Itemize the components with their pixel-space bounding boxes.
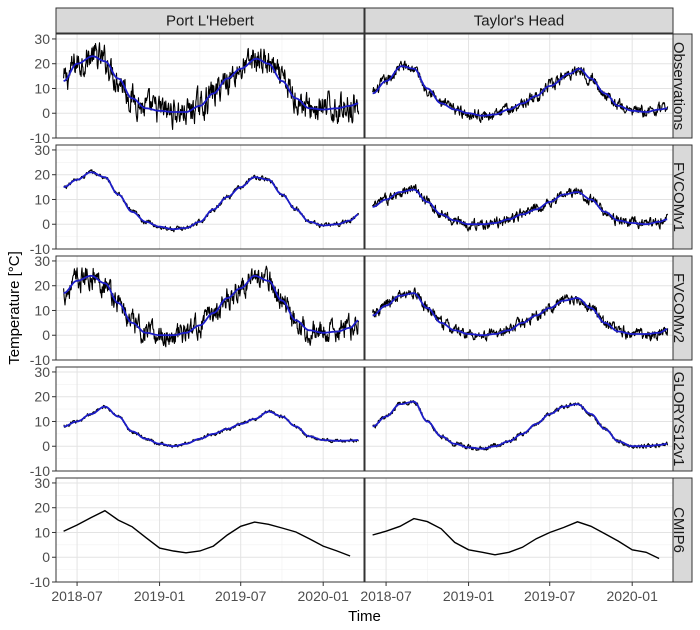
y-tick-label: -10 xyxy=(30,352,50,368)
y-tick-label: 30 xyxy=(34,364,50,380)
panel-border-port-l-hebert-glorys12v1 xyxy=(55,366,365,472)
panel-bg-port-l-hebert-glorys12v1 xyxy=(56,367,364,471)
series-smooth-port-l-hebert-glorys12v1 xyxy=(63,405,359,448)
panel-bg-taylor-s-head-fvcomv2 xyxy=(365,256,673,360)
y-tick-label: 0 xyxy=(42,216,50,232)
series-smooth-taylor-s-head-observations xyxy=(372,65,668,117)
x-tick-label: 2019-01 xyxy=(443,588,495,604)
panel-border-taylor-s-head-glorys12v1 xyxy=(364,366,674,472)
panel-border-taylor-s-head-fvcomv1 xyxy=(364,144,674,250)
strip-label-fvcomv1: FVCOMv1 xyxy=(670,162,687,232)
x-tick-label: 2020-01 xyxy=(607,588,659,604)
panel-bg-taylor-s-head-fvcomv1 xyxy=(365,145,673,249)
panel-bg-port-l-hebert-cmip6 xyxy=(56,478,364,582)
panel-border-port-l-hebert-fvcomv2 xyxy=(55,255,365,361)
series-raw-port-l-hebert-observations xyxy=(63,42,360,131)
strip-label-fvcomv2: FVCOMv2 xyxy=(670,273,687,343)
y-tick-label: 10 xyxy=(34,191,50,207)
x-tick-label: 2018-07 xyxy=(360,588,412,604)
panel-border-port-l-hebert-observations xyxy=(55,33,365,139)
x-tick-label: 2019-07 xyxy=(215,588,267,604)
y-tick-label: -10 xyxy=(30,463,50,479)
y-tick-label: 0 xyxy=(42,549,50,565)
strip-label-glorys12v1: GLORYS12v1 xyxy=(670,372,687,467)
y-tick-label: 20 xyxy=(34,389,50,405)
y-tick-label: -10 xyxy=(30,241,50,257)
series-smooth-taylor-s-head-fvcomv2 xyxy=(372,292,668,337)
strip-label-port-l-hebert: Port L'Hebert xyxy=(166,13,255,30)
series-smooth-taylor-s-head-fvcomv1 xyxy=(372,188,668,226)
series-smooth-port-l-hebert-observations xyxy=(63,55,359,113)
panel-bg-port-l-hebert-observations xyxy=(56,34,364,138)
x-tick-label: 2019-01 xyxy=(134,588,186,604)
panel-border-taylor-s-head-fvcomv2 xyxy=(364,255,674,361)
y-tick-label: 30 xyxy=(34,475,50,491)
y-tick-label: 30 xyxy=(34,31,50,47)
x-tick-label: 2019-07 xyxy=(524,588,576,604)
y-tick-label: 20 xyxy=(34,278,50,294)
series-smooth-port-l-hebert-fvcomv1 xyxy=(63,171,359,231)
x-tick-label: 2020-01 xyxy=(298,588,350,604)
panel-bg-taylor-s-head-glorys12v1 xyxy=(365,367,673,471)
panel-bg-port-l-hebert-fvcomv1 xyxy=(56,145,364,249)
panel-border-port-l-hebert-cmip6 xyxy=(55,477,365,583)
panel-border-taylor-s-head-observations xyxy=(364,33,674,139)
strip-label-taylor-s-head: Taylor's Head xyxy=(474,13,564,30)
y-tick-label: 20 xyxy=(34,167,50,183)
strip-taylor-s-head xyxy=(364,7,674,34)
y-axis-title: Temperature [°C] xyxy=(6,251,23,365)
series-line-taylor-s-head-cmip6 xyxy=(372,517,660,560)
y-tick-label: 0 xyxy=(42,327,50,343)
y-tick-label: 10 xyxy=(34,413,50,429)
y-tick-label: -10 xyxy=(30,574,50,590)
strip-label-cmip6: CMIP6 xyxy=(670,507,687,553)
y-tick-label: 10 xyxy=(34,80,50,96)
y-tick-label: 10 xyxy=(34,524,50,540)
panel-bg-taylor-s-head-cmip6 xyxy=(365,478,673,582)
y-tick-label: 20 xyxy=(34,500,50,516)
series-smooth-port-l-hebert-fvcomv2 xyxy=(63,274,359,337)
y-tick-label: 0 xyxy=(42,438,50,454)
y-tick-label: 0 xyxy=(42,105,50,121)
panel-bg-port-l-hebert-fvcomv2 xyxy=(56,256,364,360)
series-line-port-l-hebert-cmip6 xyxy=(63,509,351,557)
series-smooth-taylor-s-head-glorys12v1 xyxy=(372,400,668,450)
y-tick-label: 10 xyxy=(34,302,50,318)
y-tick-label: 30 xyxy=(34,253,50,269)
x-tick-label: 2018-07 xyxy=(51,588,103,604)
x-axis-title: Time xyxy=(348,608,381,625)
panel-border-taylor-s-head-cmip6 xyxy=(364,477,674,583)
y-tick-label: 30 xyxy=(34,142,50,158)
y-tick-label: 20 xyxy=(34,56,50,72)
strip-port-l-hebert xyxy=(55,7,365,34)
strip-label-observations: Observations xyxy=(670,42,687,130)
panel-bg-taylor-s-head-observations xyxy=(365,34,673,138)
panel-border-port-l-hebert-fvcomv1 xyxy=(55,144,365,250)
y-tick-label: -10 xyxy=(30,130,50,146)
